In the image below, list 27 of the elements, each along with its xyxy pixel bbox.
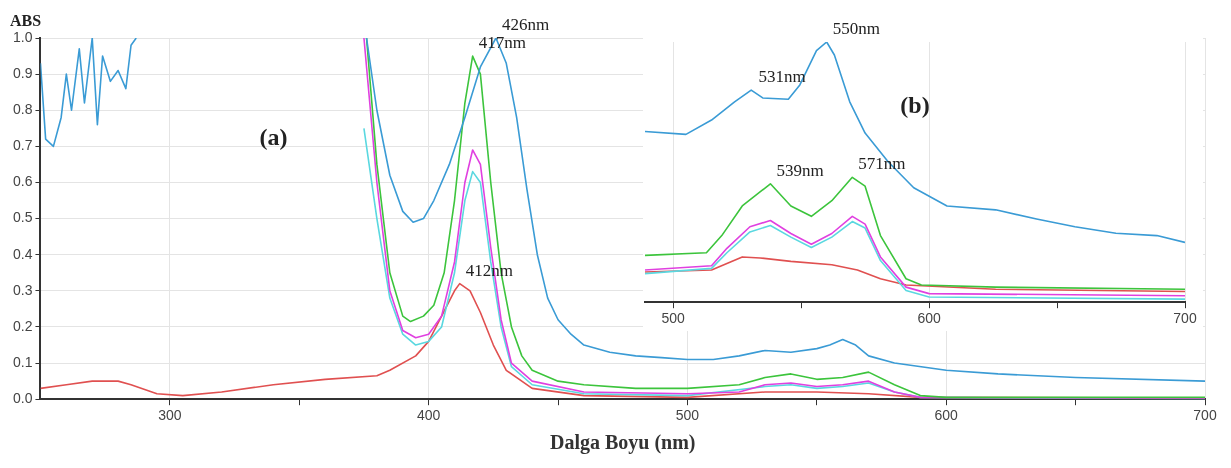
y-tick-label: 0.7 — [12, 137, 33, 154]
annotation: 550nm — [832, 18, 880, 38]
x-tick-label: 600 — [934, 407, 959, 424]
y-tick-label: 1.0 — [12, 28, 33, 45]
y-tick-label: 0.9 — [12, 64, 33, 81]
x-tick-label: 500 — [661, 310, 686, 327]
x-tick-label: 500 — [675, 407, 700, 424]
y-axis-title: ABS — [10, 12, 42, 30]
y-tick-label: 0.2 — [12, 317, 33, 334]
y-tick-label: 0.1 — [12, 353, 33, 370]
y-tick-label: 0.5 — [12, 209, 33, 226]
y-tick-label: 0.3 — [12, 281, 33, 298]
annotation: 426nm — [501, 14, 550, 34]
y-tick-label: 0.8 — [12, 101, 33, 118]
y-tick-label: 0.6 — [12, 173, 33, 190]
y-tick-label: 0.4 — [12, 245, 33, 262]
annotation: (a) — [259, 124, 288, 151]
x-tick-label: 700 — [1193, 407, 1217, 424]
x-tick-label: 700 — [1173, 310, 1197, 327]
x-tick-label: 300 — [158, 407, 182, 424]
annotation: 539nm — [776, 160, 824, 180]
x-axis-title: Dalga Boyu (nm) — [549, 431, 696, 455]
y-tick-label: 0.0 — [12, 390, 33, 407]
annotation: 531nm — [758, 67, 806, 87]
annotation: (b) — [900, 92, 930, 119]
x-tick-label: 400 — [416, 407, 441, 424]
x-tick-label: 600 — [917, 310, 941, 327]
